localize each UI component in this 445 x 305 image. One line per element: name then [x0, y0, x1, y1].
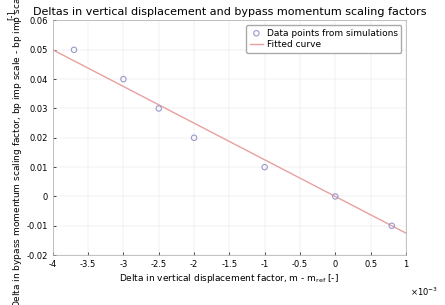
- Data points from simulations: [70, 47, 77, 52]
- Y-axis label: Delta in bypass momentum scaling factor, bp imp scale - bp imp scale$_{\mathregu: Delta in bypass momentum scaling factor,…: [11, 0, 24, 305]
- Text: $\times10^{-3}$: $\times10^{-3}$: [410, 286, 438, 298]
- Fitted curve: [403, 231, 409, 235]
- Data points from simulations: [190, 135, 198, 140]
- Fitted curve: [260, 157, 266, 161]
- Title: Deltas in vertical displacement and bypass momentum scaling factors: Deltas in vertical displacement and bypa…: [32, 7, 426, 17]
- Fitted curve: [51, 48, 57, 52]
- Fitted curve: [266, 160, 271, 164]
- Fitted curve: [370, 214, 376, 218]
- Line: Fitted curve: Fitted curve: [53, 50, 406, 233]
- Data points from simulations: [155, 106, 162, 111]
- X-axis label: Delta in vertical displacement factor, m - m$_{\mathregular{ref}}$ [-]: Delta in vertical displacement factor, m…: [119, 272, 339, 285]
- Data points from simulations: [332, 194, 339, 199]
- Text: [-]: [-]: [6, 11, 15, 20]
- Legend: Data points from simulations, Fitted curve: Data points from simulations, Fitted cur…: [246, 25, 401, 53]
- Data points from simulations: [261, 165, 268, 170]
- Fitted curve: [50, 48, 56, 52]
- Fitted curve: [348, 203, 353, 206]
- Fitted curve: [259, 156, 264, 160]
- Data points from simulations: [120, 77, 127, 82]
- Data points from simulations: [388, 223, 395, 228]
